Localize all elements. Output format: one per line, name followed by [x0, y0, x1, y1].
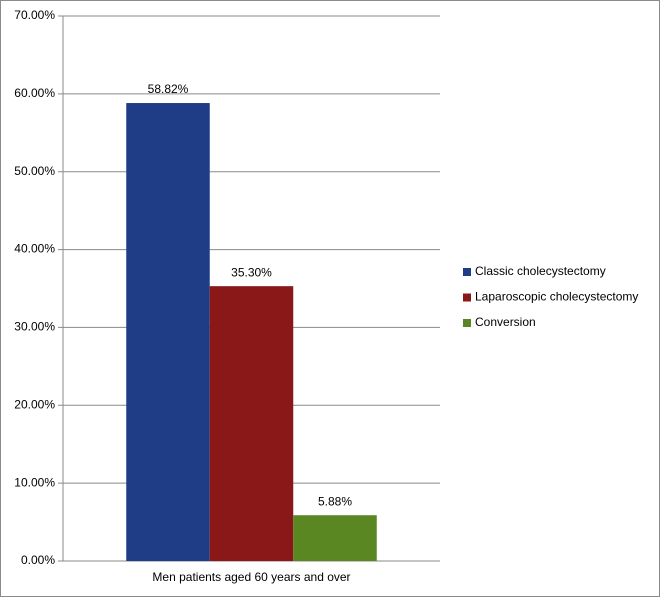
value-label: 5.88% [318, 494, 352, 508]
legend-label: Laparoscopic cholecystectomy [475, 290, 638, 304]
y-tick-label: 60.00% [14, 86, 55, 100]
legend-label: Conversion [475, 315, 536, 329]
value-label: 35.30% [231, 265, 272, 279]
bar [209, 286, 294, 561]
bar [126, 103, 210, 562]
value-label: 58.82% [148, 82, 189, 96]
y-tick-label: 10.00% [14, 475, 55, 489]
legend-label: Classic cholecystectomy [475, 264, 606, 278]
y-tick-label: 30.00% [14, 320, 55, 334]
y-tick-label: 20.00% [14, 397, 55, 411]
legend-swatch [463, 319, 471, 327]
x-tick-label: Men patients aged 60 years and over [152, 570, 350, 584]
y-tick-label: 0.00% [21, 553, 55, 567]
y-tick-label: 70.00% [14, 8, 55, 22]
legend-swatch [463, 268, 471, 276]
y-tick-label: 50.00% [14, 164, 55, 178]
y-tick-label: 40.00% [14, 242, 55, 256]
legend-swatch [463, 293, 471, 302]
bar [293, 515, 377, 561]
